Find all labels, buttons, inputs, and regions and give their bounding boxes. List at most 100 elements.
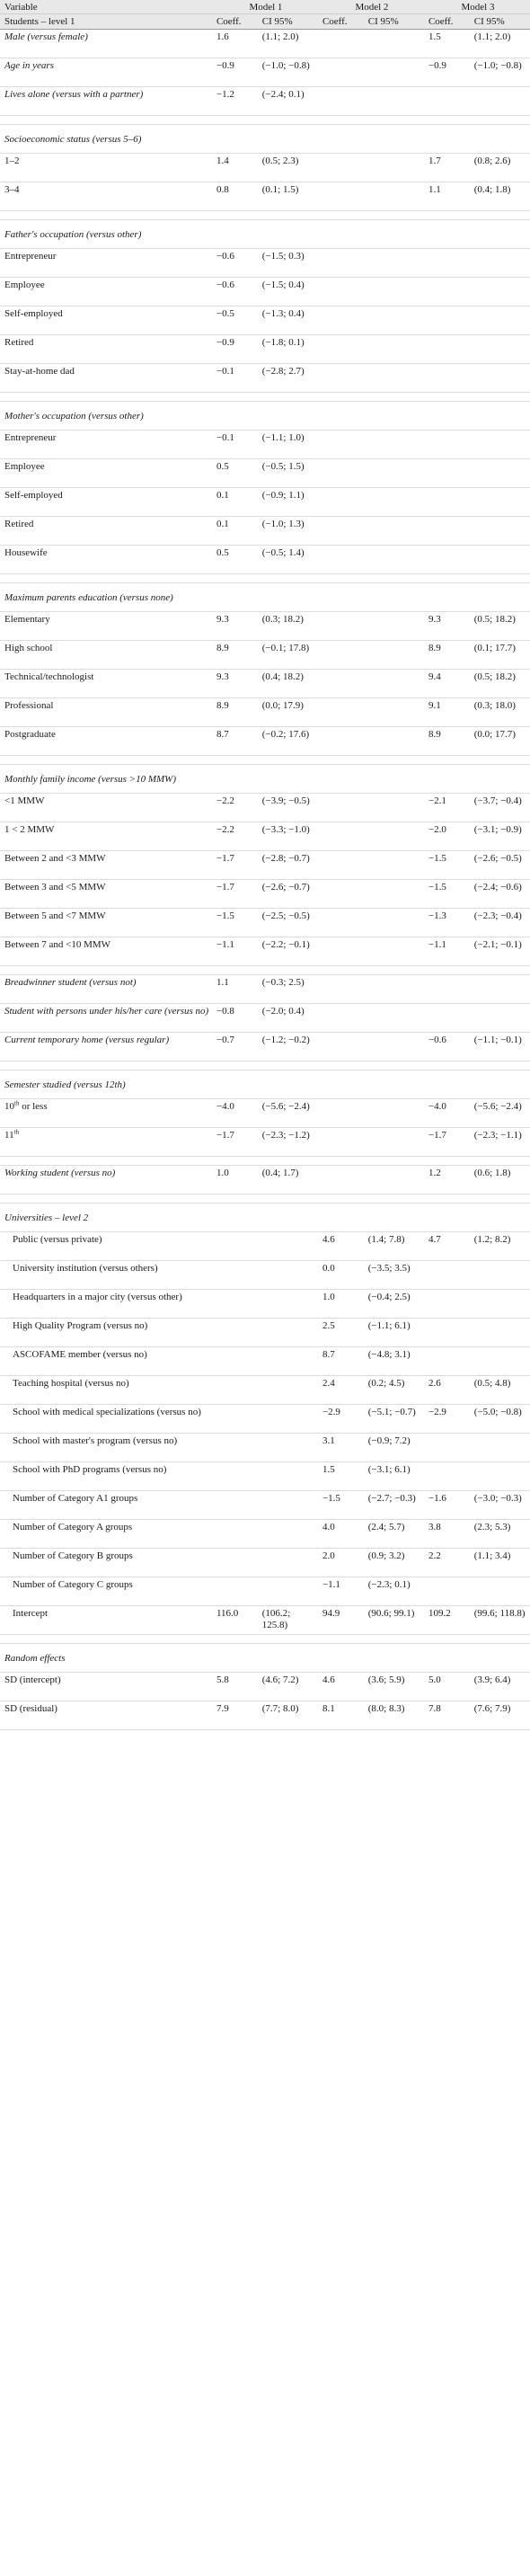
model-2-header: Model 2: [317, 0, 424, 14]
table-row: 1–2 1.4 (0.5; 2.3) 1.7 (0.8; 2.6): [0, 154, 530, 182]
variable-label: 10th or less: [0, 1099, 212, 1128]
ci-header: CI 95%: [257, 13, 318, 30]
variable-label: Number of Category A1 groups: [13, 1493, 138, 1504]
spacer-cell: [0, 116, 530, 125]
model-2-coeff: −2.9: [322, 1407, 340, 1417]
table-row: ASCOFAME member (versus no) 8.7 (−4.8; 3.1…: [0, 1347, 530, 1376]
model-1-coeff: −0.5: [216, 308, 234, 319]
spacer-cell: [0, 1195, 530, 1204]
table-row: Working student (versus no) 1.0 (0.4; 1.7)…: [0, 1166, 530, 1195]
model-1-ci: (4.6; 7.2): [261, 1674, 299, 1685]
model-3-coeff: 2.6: [428, 1378, 441, 1389]
model-3-coeff: 3.8: [428, 1522, 441, 1532]
model-2-coeff: 3.1: [322, 1435, 335, 1446]
spacer-cell: [0, 211, 530, 220]
model-2-coeff: [318, 249, 364, 278]
model-1-coeff: −2.2: [216, 824, 234, 835]
spacer-cell: [0, 1157, 530, 1166]
model-1-coeff: [212, 1549, 258, 1577]
table-body: Male (versus female) 1.6 (1.1; 2.0) 1.5 (1.1…: [0, 30, 530, 1730]
model-3-ci: (−3.1; −0.9): [473, 824, 522, 835]
model-3-ci: (0.4; 1.8): [473, 184, 511, 195]
model-1-ci: (−1.1; 1.0): [261, 432, 305, 443]
table-row: High Quality Program (versus no) 2.5 (−1.1…: [0, 1319, 530, 1347]
table-row: 10th or less −4.0 (−5.6; −2.4) −4.0 (−5.6; −…: [0, 1099, 530, 1128]
model-2-coeff: [318, 822, 364, 851]
model-3-coeff: −1.1: [428, 939, 446, 950]
model-1-coeff: −1.7: [216, 882, 234, 893]
model-3-coeff: [424, 1434, 470, 1462]
section-header-row: Maximum parents education (versus none): [0, 583, 530, 612]
model-1-ci: (−3.9; −0.5): [261, 795, 310, 806]
model-1-ci: [258, 1434, 318, 1462]
table-row: 1 < 2 MMW −2.2 (−3.3; −1.0) −2.0 (−3.1; −0.9…: [0, 822, 530, 851]
model-1-coeff: −0.6: [216, 280, 234, 290]
table-row: Self-employed −0.5 (−1.3; 0.4): [0, 306, 530, 335]
model-1-header: Model 1: [211, 0, 318, 14]
model-1-ci: (0.5; 2.3): [261, 155, 299, 166]
model-1-coeff: [212, 1347, 258, 1376]
variable-label: Student with persons under his/her care …: [4, 1006, 209, 1017]
table-row: University institution (versus others) 0.…: [0, 1261, 530, 1290]
spacer-row: [0, 1061, 530, 1070]
model-2-ci: (2.4; 5.7): [367, 1522, 405, 1532]
model-2-ci: [364, 975, 424, 1004]
model-2-ci: [364, 641, 424, 670]
section-header: Universities – level 2: [4, 1212, 89, 1223]
model-2-coeff: −1.5: [322, 1493, 340, 1504]
model-2-coeff: [318, 58, 364, 87]
variable-label-suffix: or less: [19, 1101, 48, 1112]
variable-label: ASCOFAME member (versus no): [13, 1349, 147, 1360]
model-3-ci: (−2.3; −0.4): [473, 910, 522, 921]
model-1-ci: (−0.5; 1.5): [261, 461, 305, 472]
model-3-ci: (−2.4; −0.6): [473, 882, 522, 893]
model-3-ci: (0.6; 1.8): [473, 1168, 511, 1178]
model-2-ci: (8.0; 8.3): [367, 1703, 405, 1714]
model-3-ci: [470, 335, 530, 364]
model-3-coeff: [424, 1261, 470, 1290]
model-1-coeff: 8.9: [216, 643, 229, 653]
model-1-coeff: 1.1: [216, 977, 229, 988]
model-1-coeff: −1.7: [216, 1130, 234, 1141]
model-3-coeff: [424, 975, 470, 1004]
spacer-row: [0, 574, 530, 583]
model-2-ci: [364, 154, 424, 182]
model-2-ci: [364, 278, 424, 306]
model-3-coeff: [424, 1319, 470, 1347]
model-3-ci: [470, 249, 530, 278]
coeff-header: Coeff.: [317, 13, 364, 30]
section-header: Father's occupation (versus other): [4, 229, 142, 240]
model-3-coeff: −2.0: [428, 824, 446, 835]
model-1-ci: (−0.5; 1.4): [261, 547, 305, 558]
model-1-ci: (−2.8; 2.7): [261, 366, 305, 377]
model-3-coeff: −0.6: [428, 1035, 446, 1045]
model-2-ci: [364, 364, 424, 393]
section-header-row: Random effects: [0, 1644, 530, 1673]
model-3-coeff: −4.0: [428, 1101, 446, 1112]
model-3-ci: (99.6; 118.8): [473, 1608, 526, 1619]
model-2-coeff: 94.9: [322, 1608, 340, 1619]
model-3-coeff: [424, 249, 470, 278]
model-1-ci: [258, 1376, 318, 1405]
model-3-ci: [470, 431, 530, 459]
model-3-coeff: 109.2: [428, 1608, 451, 1619]
model-1-ci: (−0.9; 1.1): [261, 490, 305, 501]
model-3-coeff: −1.7: [428, 1130, 446, 1141]
model-1-ci: (−0.1; 17.8): [261, 643, 310, 653]
model-2-ci: [364, 822, 424, 851]
model-1-ci: (0.1; 1.5): [261, 184, 299, 195]
model-3-ci: (−2.3; −1.1): [473, 1130, 522, 1141]
model-2-ci: [364, 851, 424, 880]
model-2-ci: [364, 58, 424, 87]
variable-label: Stay-at-home dad: [4, 366, 75, 377]
model-2-coeff: 2.0: [322, 1550, 335, 1561]
ci-header: CI 95%: [469, 13, 530, 30]
model-2-ci: [364, 612, 424, 641]
model-3-ci: (3.9; 6.4): [473, 1674, 511, 1685]
table-row: Number of Category C groups −1.1 (−2.3; 0.…: [0, 1577, 530, 1606]
section-header-row: Mother's occupation (versus other): [0, 402, 530, 431]
model-1-ci: (−1.5; 0.4): [261, 280, 305, 290]
model-2-coeff: 4.6: [322, 1234, 335, 1245]
model-2-ci: [364, 1166, 424, 1195]
model-3-ci: [470, 87, 530, 116]
